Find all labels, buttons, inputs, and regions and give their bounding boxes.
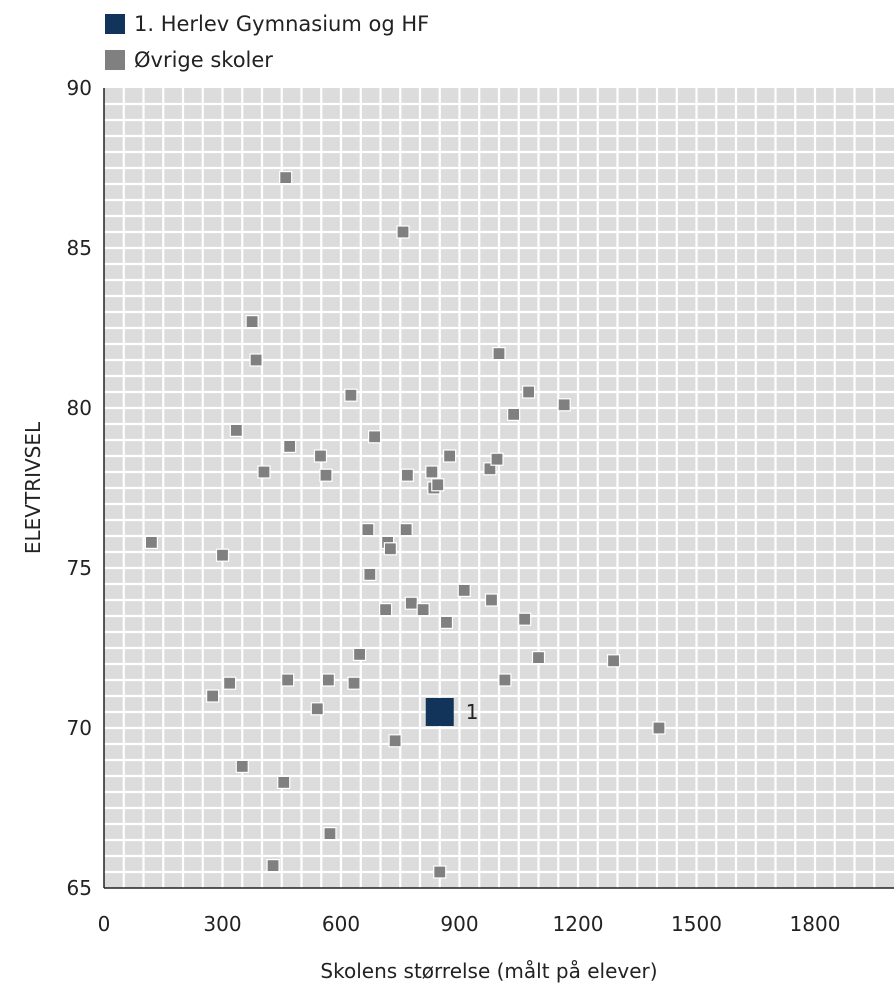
data-label-highlight: 1 — [466, 700, 479, 724]
data-point-other — [484, 593, 499, 607]
data-point-other — [321, 673, 335, 687]
y-axis-label: ELEVTRIVSEL — [21, 421, 45, 554]
data-point-other — [457, 583, 471, 598]
data-point-other — [310, 702, 324, 716]
x-tick-label: 1200 — [553, 912, 604, 936]
data-point-other — [492, 347, 506, 361]
data-point-other — [313, 449, 328, 463]
legend-swatch-highlight — [105, 14, 125, 34]
data-point-other — [344, 388, 358, 402]
data-point-other — [404, 596, 418, 610]
data-point-other — [361, 522, 375, 537]
data-point-other — [363, 567, 377, 582]
data-point-other — [257, 465, 271, 479]
x-tick-label: 600 — [322, 912, 360, 936]
data-point-other — [281, 673, 295, 687]
x-axis-label: Skolens størrelse (målt på elever) — [320, 959, 657, 983]
y-tick-label: 80 — [67, 396, 92, 420]
data-point-other — [433, 865, 447, 879]
data-point-other — [235, 759, 249, 774]
data-point-other — [277, 775, 291, 790]
x-tick-label: 900 — [440, 912, 478, 936]
data-point-other — [388, 734, 402, 748]
data-point-other — [347, 676, 361, 690]
y-tick-label: 75 — [67, 556, 92, 580]
legend-label-highlight: 1. Herlev Gymnasium og HF — [134, 12, 430, 36]
y-tick-label: 70 — [67, 716, 92, 740]
data-point-other — [144, 535, 158, 550]
legend-item-others: Øvrige skoler — [105, 48, 273, 72]
legend-item-highlight: 1. Herlev Gymnasium og HF — [105, 12, 429, 36]
data-point-other — [606, 654, 621, 668]
data-point-other — [379, 602, 393, 617]
data-point-other — [652, 721, 666, 735]
data-point-other — [507, 407, 521, 421]
x-tick-label: 1500 — [671, 912, 722, 936]
data-point-highlight — [425, 698, 454, 726]
data-point-other — [245, 315, 259, 329]
data-point-other — [431, 478, 445, 492]
data-point-other — [266, 858, 280, 873]
data-point-other — [396, 225, 410, 239]
data-point-other — [416, 602, 430, 617]
data-point-other — [557, 398, 571, 412]
data-point-other — [518, 612, 532, 626]
data-point-other — [400, 468, 414, 482]
data-point-other — [352, 647, 367, 662]
data-point-other — [443, 449, 457, 463]
legend-label-others: Øvrige skoler — [134, 48, 273, 72]
data-point-other — [279, 171, 293, 185]
y-tick-label: 90 — [67, 76, 92, 100]
data-point-other — [439, 615, 454, 630]
y-tick-label: 85 — [67, 236, 92, 260]
data-point-other — [383, 542, 397, 556]
x-tick-label: 300 — [203, 912, 241, 936]
data-point-other — [498, 673, 512, 687]
data-point-other — [399, 522, 413, 537]
data-point-other — [522, 385, 536, 399]
data-point-other — [206, 689, 220, 703]
data-point-other — [223, 676, 237, 690]
y-tick-label: 65 — [67, 876, 92, 900]
data-point-other — [367, 430, 382, 444]
data-point-other — [323, 826, 337, 841]
legend-swatch-others — [105, 50, 125, 70]
x-tick-label: 0 — [98, 912, 111, 936]
data-point-other — [229, 423, 243, 437]
data-point-other — [249, 353, 263, 367]
data-point-other — [215, 548, 230, 562]
data-point-other — [531, 650, 546, 665]
data-point-other — [319, 468, 333, 482]
data-point-other — [425, 465, 439, 479]
data-point-other — [490, 452, 504, 466]
data-point-other — [283, 439, 297, 453]
x-tick-label: 1800 — [790, 912, 841, 936]
